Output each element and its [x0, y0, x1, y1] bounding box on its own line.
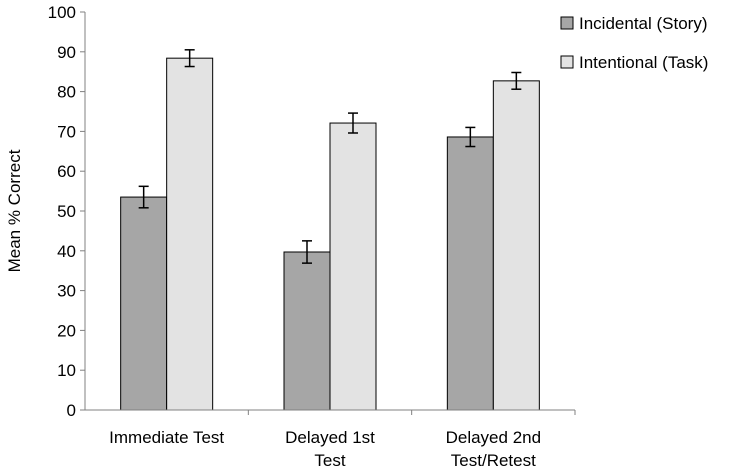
bar-incidental: [283, 251, 331, 411]
legend: Incidental (Story) Intentional (Task): [560, 14, 708, 72]
y-tick-label: 50: [57, 202, 76, 221]
bar-intentional: [492, 80, 540, 411]
y-tick-label: 100: [48, 3, 76, 22]
y-tick-label: 0: [67, 401, 76, 420]
bar-incidental: [446, 136, 494, 411]
bar-incidental: [120, 196, 168, 411]
y-tick-label: 70: [57, 122, 76, 141]
error-bars: [138, 49, 522, 264]
bar-intentional: [329, 122, 377, 411]
y-tick-label: 60: [57, 162, 76, 181]
y-tick-label: 20: [57, 321, 76, 340]
y-tick-label: 10: [57, 361, 76, 380]
legend-label: Incidental (Story): [579, 14, 708, 33]
legend-label: Intentional (Task): [579, 53, 708, 72]
bar-intentional: [166, 57, 214, 411]
x-category-label: Immediate Test: [109, 428, 224, 447]
y-tick-label: 90: [57, 43, 76, 62]
bars: [120, 57, 540, 411]
x-category-label: Delayed 2nd: [446, 428, 541, 447]
y-axis-title: Mean % Correct: [5, 149, 24, 272]
x-category-label: Delayed 1st: [285, 428, 375, 447]
y-tick-label: 80: [57, 83, 76, 102]
x-category-label: Test/Retest: [451, 451, 536, 470]
y-axis-ticks: 0 10 20 30 40 50 60 70 80 90 100: [48, 3, 85, 420]
legend-swatch: [560, 16, 574, 30]
legend-swatch: [560, 55, 574, 69]
y-tick-label: 30: [57, 282, 76, 301]
x-axis-labels: Immediate Test Delayed 1st Test Delayed 2nd…: [109, 410, 576, 470]
y-tick-label: 40: [57, 242, 76, 261]
x-category-label: Test: [314, 451, 345, 470]
